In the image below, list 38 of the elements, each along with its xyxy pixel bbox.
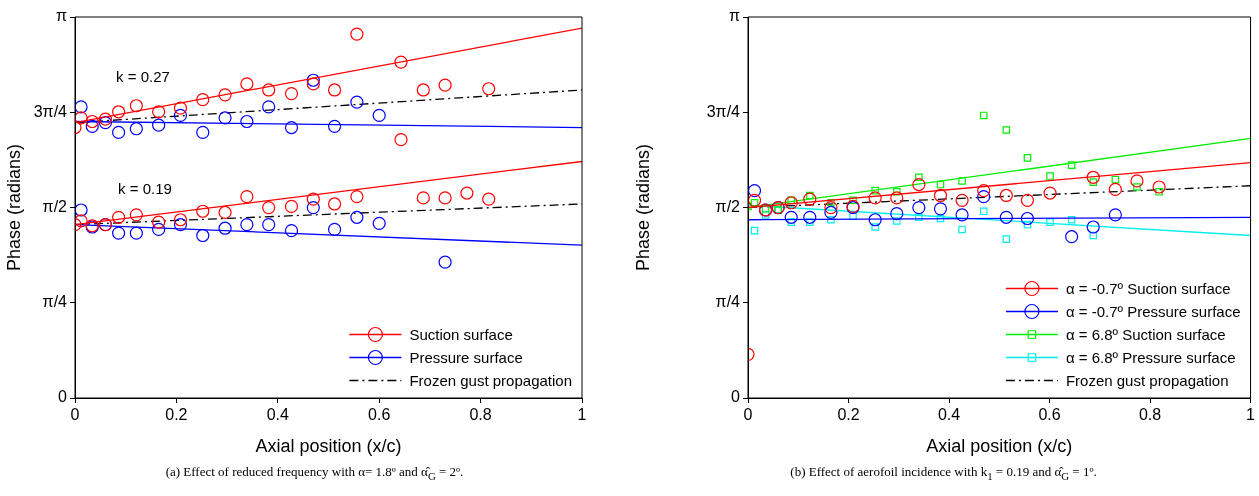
x-tick-label: 1: [1246, 406, 1256, 424]
annotation: k = 0.27: [116, 68, 170, 86]
legend-label: Pressure surface: [409, 348, 523, 366]
legend-label: Frozen gust propagation: [1065, 371, 1229, 389]
text: (b) Effect of aerofoil incidence with k$_{1}$ = 0.19 and α̂$_{G}$ = 1º.: [789, 464, 1098, 482]
y-tick-label: π/4: [42, 293, 68, 311]
legend-label: Frozen gust propagation: [409, 371, 572, 389]
x-tick-label: 1: [577, 406, 587, 424]
x-tick-label: 0.8: [1138, 406, 1162, 424]
x-tick-label: 0.6: [368, 406, 391, 424]
y-tick-label: 0: [58, 388, 68, 406]
annotation: k = 0.19: [118, 180, 172, 198]
legend-label: Suction surface: [409, 325, 513, 343]
y-tick-label: π: [55, 7, 67, 25]
x-axis-title: Axial position (x/c): [255, 436, 402, 457]
y-tick-label: 0: [731, 388, 741, 406]
x-tick-label: 0.4: [937, 406, 961, 424]
x-tick-label: 0.2: [837, 406, 860, 424]
x-tick-label: 0: [70, 406, 80, 424]
y-tick-label: π/4: [715, 293, 741, 311]
y-tick-label: 3π/4: [706, 102, 741, 120]
legend-label: α = 6.8º Pressure surface: [1065, 348, 1236, 366]
y-axis-title: Phase (radians): [3, 143, 24, 272]
y-tick-label: π/2: [715, 197, 741, 215]
x-tick-label: 0.6: [1038, 406, 1061, 424]
x-tick-label: 0.4: [266, 406, 290, 424]
y-tick-label: π: [728, 7, 740, 25]
y-tick-label: π/2: [42, 197, 68, 215]
y-axis-title: Phase (radians): [632, 143, 653, 272]
legend-label: α = 6.8º Suction surface: [1065, 325, 1226, 343]
legend-label: α = -0.7º Pressure surface: [1065, 302, 1241, 320]
x-tick-label: 0.2: [165, 406, 188, 424]
x-tick-label: 0: [743, 406, 753, 424]
x-tick-label: 0.8: [469, 406, 492, 424]
y-tick-label: 3π/4: [33, 102, 68, 120]
x-axis-title: Axial position (x/c): [926, 436, 1073, 457]
legend-label: α = -0.7º Suction surface: [1065, 279, 1231, 297]
text: (a) Effect of reduced frequency with α= 1.8º and α̂$_{G}$ = 2º.: [164, 464, 465, 482]
